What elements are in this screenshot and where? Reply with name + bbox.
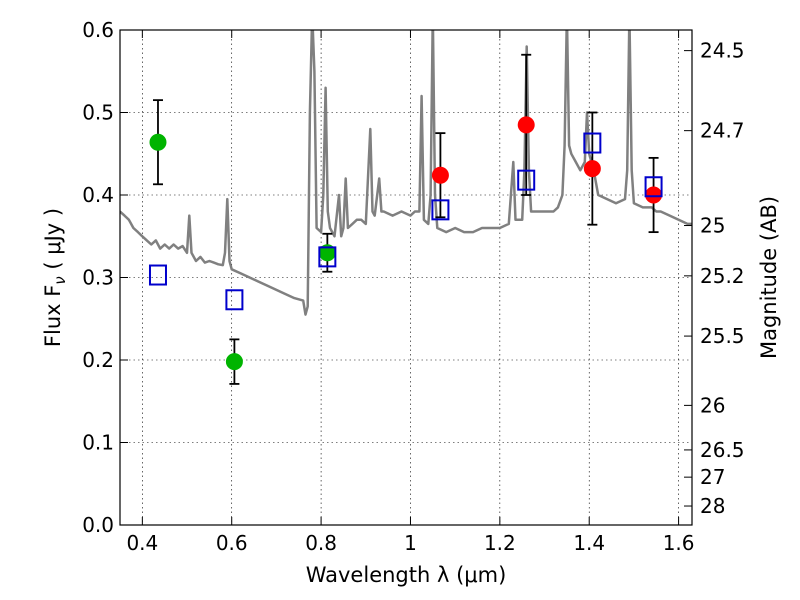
x-tick-label: 1.4 (573, 531, 605, 555)
right-tick-label: 25 (700, 214, 725, 238)
x-tick-label: 0.8 (305, 531, 337, 555)
y-tick-label: 0.5 (82, 101, 114, 125)
right-tick-label: 25.2 (700, 264, 745, 288)
right-tick-label: 24.5 (700, 39, 745, 63)
right-tick-label: 26.5 (700, 438, 745, 462)
model-square (226, 290, 242, 309)
right-tick-label: 27 (700, 465, 725, 489)
model-square (150, 266, 166, 285)
x-tick-label: 0.4 (126, 531, 158, 555)
y-axis-label: Flux Fν ( μJy ) (41, 208, 69, 347)
y-tick-label: 0.4 (82, 183, 114, 207)
right-tick-label: 28 (700, 494, 725, 518)
data-point (150, 134, 166, 150)
x-tick-label: 0.6 (216, 531, 248, 555)
data-point (226, 354, 242, 370)
y-tick-label: 0.6 (82, 18, 114, 42)
right-tick-label: 25.5 (700, 324, 745, 348)
y-tick-label: 0.2 (82, 348, 114, 372)
spectrum-line (120, 14, 692, 315)
plot-area (120, 14, 692, 384)
axis-ticks: 0.4 0.6 0.8 1 1.2 1.4 1.6 0.0 0.1 0.2 0.3 0.4 0.5 0.6… (82, 18, 744, 555)
sed-chart: 0.4 0.6 0.8 1 1.2 1.4 1.6 0.0 0.1 0.2 0.3 0.4 0.5 0.6… (0, 0, 800, 600)
x-axis-label: Wavelength λ (μm) (306, 563, 507, 587)
x-tick-label: 1.6 (663, 531, 695, 555)
grid-lines (120, 30, 692, 525)
x-tick-label: 1.2 (484, 531, 516, 555)
y-axis-label-main: Flux F (41, 285, 65, 347)
y-axis-label-sub: ν (51, 276, 69, 284)
y-axis-label-unit: ( μJy ) (41, 208, 65, 276)
x-tick-label: 1 (404, 531, 417, 555)
data-point (646, 187, 662, 203)
right-tick-label: 24.7 (700, 119, 745, 143)
data-point (584, 161, 600, 177)
axis-labels: Wavelength λ (μm) Flux Fν ( μJy ) Magnit… (41, 196, 781, 587)
data-point (432, 167, 448, 183)
data-point (518, 117, 534, 133)
y-tick-label: 0.0 (82, 513, 114, 537)
right-tick-label: 26 (700, 393, 725, 417)
y-tick-label: 0.1 (82, 431, 114, 455)
y-tick-label: 0.3 (82, 266, 114, 290)
right-axis-label: Magnitude (AB) (757, 196, 781, 359)
